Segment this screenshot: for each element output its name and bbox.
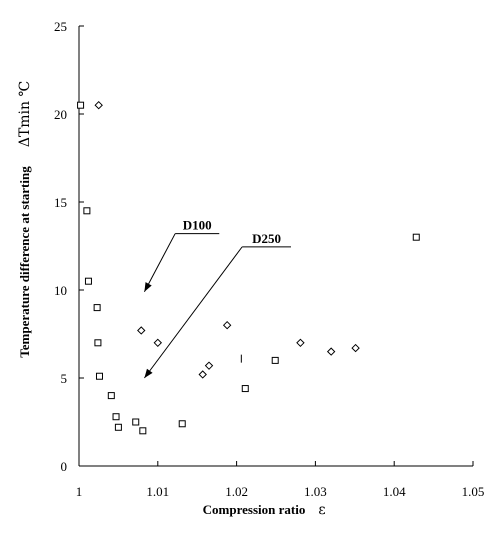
- d250-point-2: [153, 338, 163, 348]
- d100-point-6: [107, 392, 115, 400]
- d100-point-4: [94, 339, 102, 347]
- d250-arrow-line: [144, 246, 243, 379]
- d100-point-12: [241, 385, 249, 393]
- data-points: [77, 100, 420, 435]
- d250-point-3: [198, 370, 207, 379]
- y-tick-label-4: 20: [54, 107, 67, 122]
- d100-point-8: [114, 423, 122, 431]
- d100-label: D100: [183, 218, 212, 233]
- d250-point-4: [204, 361, 214, 370]
- y-axis-symbol: ΔTmin ℃: [17, 81, 33, 147]
- d100-point-13: [271, 356, 279, 364]
- d250-point-6: [296, 338, 305, 348]
- d250-point-1: [137, 326, 146, 335]
- x-tick-label-5: 1.05: [462, 484, 485, 499]
- y-tick-label-5: 25: [54, 19, 67, 34]
- d250-point-8: [351, 343, 360, 353]
- d100-point-2: [84, 277, 92, 285]
- d100-arrow-head: [144, 282, 152, 292]
- y-tick-label-2: 10: [54, 283, 67, 298]
- x-ticks: 1 1.01 1.02 1.03 1.04 1.05: [76, 461, 485, 499]
- y-tick-label-3: 15: [54, 195, 67, 210]
- d100-point-5: [95, 372, 103, 380]
- x-tick-label-0: 1: [76, 484, 83, 499]
- y-ticks: 0 5 10 15 20 25: [54, 19, 84, 474]
- d250-point-5: [222, 320, 232, 330]
- x-tick-label-3: 1.03: [304, 484, 327, 499]
- x-axis-title: Compression ratio ε: [203, 502, 326, 518]
- y-tick-label-1: 5: [61, 371, 68, 386]
- d100-point-7: [112, 413, 120, 421]
- d250-arrow-head: [144, 368, 153, 378]
- d100-point-14: [412, 233, 420, 241]
- y-axis-label: Temperature difference at starting: [17, 166, 32, 358]
- d250-point-0: [94, 100, 103, 110]
- d100-point-1: [83, 207, 91, 215]
- y-tick-label-0: 0: [61, 459, 68, 474]
- x-axis-symbol: ε: [318, 502, 325, 518]
- d250-label: D250: [252, 231, 281, 246]
- d100-arrow-line: [143, 233, 176, 292]
- x-tick-label-4: 1.04: [383, 484, 406, 499]
- y-axis-title: Temperature difference at starting ΔTmin…: [17, 81, 33, 358]
- x-tick-label-1: 1.01: [146, 484, 169, 499]
- d100-point-10: [139, 427, 147, 435]
- axes: [78, 26, 473, 467]
- d100-point-11: [178, 420, 186, 428]
- d100-point-3: [93, 304, 101, 312]
- x-axis-label: Compression ratio: [203, 502, 306, 517]
- x-tick-label-2: 1.02: [225, 484, 248, 499]
- d100-point-0: [77, 101, 85, 109]
- d250-point-7: [326, 347, 336, 356]
- d100-point-9: [132, 418, 140, 426]
- annotations: D100 D250: [143, 218, 291, 379]
